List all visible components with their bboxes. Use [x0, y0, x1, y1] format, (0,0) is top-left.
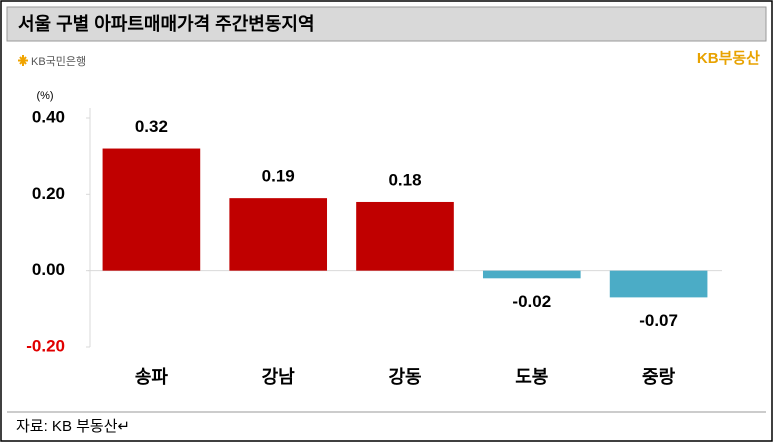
- x-tick-label: 도봉: [515, 367, 548, 387]
- value-label: 0.19: [262, 167, 295, 186]
- bank-logo-icon: [18, 55, 28, 66]
- title-bar: [6, 6, 767, 42]
- x-tick-label: 강남: [262, 367, 296, 387]
- chart-title: 서울 구별 아파트매매가격 주간변동지역: [18, 14, 315, 34]
- bar: [356, 201, 454, 271]
- bar: [482, 270, 581, 279]
- x-tick-label: 송파: [135, 367, 169, 387]
- x-tick-label: 강동: [388, 367, 421, 387]
- bar: [229, 198, 328, 271]
- source: 자료: KB 부동산↵: [16, 418, 130, 435]
- bar: [609, 270, 708, 298]
- bank-logo: KB국민은행: [31, 55, 86, 68]
- y-tick-label: 0.00: [32, 260, 65, 279]
- value-label: -0.02: [512, 292, 551, 311]
- value-label: -0.07: [639, 311, 678, 330]
- y-tick-label: 0.40: [32, 107, 65, 126]
- brand-logo: KB부동산: [697, 50, 760, 67]
- y-tick-label: 0.20: [32, 184, 65, 203]
- bar: [102, 148, 201, 271]
- y-tick-label: -0.20: [26, 336, 65, 355]
- unit-label: (%): [36, 90, 53, 102]
- value-label: 0.32: [135, 117, 168, 136]
- value-label: 0.18: [388, 170, 421, 189]
- x-tick-label: 중랑: [642, 367, 676, 387]
